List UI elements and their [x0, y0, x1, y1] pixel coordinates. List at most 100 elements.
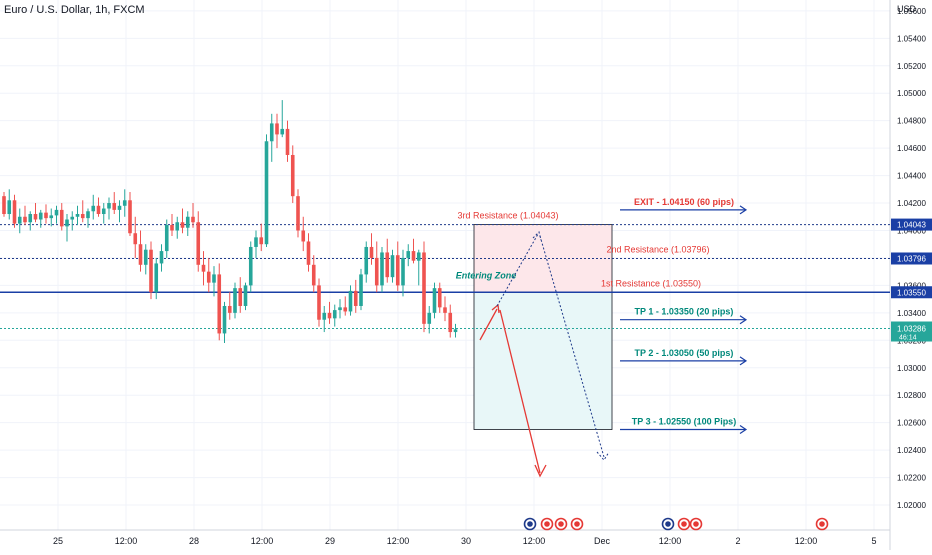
- candle-body: [243, 285, 248, 306]
- event-flag-dot: [681, 521, 687, 527]
- price-badge: [891, 286, 932, 299]
- target-label: TP 1 - 1.03350 (20 pips): [635, 307, 734, 317]
- y-tick-label: 1.04600: [897, 144, 926, 153]
- candle-body: [238, 288, 243, 306]
- target-arrowhead: [739, 356, 748, 366]
- x-tick-label: 25: [53, 536, 63, 546]
- candle-body: [38, 212, 43, 220]
- y-tick-label: 1.02200: [897, 474, 926, 483]
- x-tick-label: 28: [189, 536, 199, 546]
- candle-body: [280, 128, 285, 135]
- x-tick-label: 12:00: [795, 536, 818, 546]
- y-tick-label: 1.04400: [897, 172, 926, 181]
- x-tick-label: 12:00: [251, 536, 274, 546]
- candle-body: [290, 154, 295, 197]
- candle-body: [259, 237, 264, 245]
- position-box: [473, 224, 613, 430]
- candle-body: [411, 251, 416, 261]
- currency-label: USD: [897, 4, 917, 14]
- y-tick-label: 1.03600: [897, 281, 926, 290]
- candle-body: [374, 257, 379, 286]
- price-badge-value: 1.04043: [897, 221, 926, 230]
- y-tick-label: 1.02000: [897, 501, 926, 510]
- target-label: EXIT - 1.04150 (60 pips): [634, 197, 734, 207]
- price-badge-value: 1.03796: [897, 254, 926, 263]
- candle-body: [180, 222, 185, 228]
- candle-body: [385, 252, 390, 278]
- candle-body: [70, 216, 75, 220]
- candle-body: [416, 252, 421, 261]
- candle-body: [175, 222, 180, 231]
- candle-body: [332, 310, 337, 319]
- x-tick-label: 30: [461, 536, 471, 546]
- y-tick-label: 1.05000: [897, 89, 926, 98]
- candle-body: [369, 246, 374, 258]
- x-tick-label: 12:00: [387, 536, 410, 546]
- entering-zone-label: Entering Zone: [456, 270, 517, 280]
- candle-body: [353, 290, 358, 306]
- candle-body: [306, 241, 311, 265]
- target-label: TP 3 - 1.02550 (100 Pips): [632, 417, 736, 427]
- candle-body: [359, 274, 363, 306]
- y-tick-label: 1.04800: [897, 117, 926, 126]
- candle-body: [201, 264, 206, 272]
- candle-body: [44, 212, 48, 219]
- candle-body: [196, 222, 201, 265]
- event-flag-dot: [693, 521, 699, 527]
- y-tick-label: 1.02600: [897, 419, 926, 428]
- candle-body: [296, 196, 300, 231]
- candle-body: [133, 233, 138, 245]
- candle-body: [285, 128, 290, 155]
- stop-zone: [474, 224, 612, 293]
- event-flag-dot: [527, 521, 533, 527]
- candle-body: [191, 216, 195, 223]
- event-flag-dot: [544, 521, 550, 527]
- candle-body: [311, 264, 316, 286]
- event-flag-dot: [665, 521, 671, 527]
- candle-body: [248, 246, 253, 286]
- candle-body: [222, 305, 227, 334]
- candle-body: [170, 224, 174, 231]
- x-tick-label: Dec: [594, 536, 611, 546]
- candle-body: [254, 237, 258, 247]
- level-label: 2nd Resistance (1.03796): [606, 244, 709, 254]
- candle-body: [164, 224, 169, 252]
- candle-body: [338, 307, 342, 311]
- candle-body: [112, 203, 117, 210]
- candle-body: [348, 290, 353, 312]
- event-flag-dot: [819, 521, 825, 527]
- y-tick-label: 1.04000: [897, 226, 926, 235]
- target-label: TP 2 - 1.03050 (50 pips): [635, 348, 734, 358]
- projection-down: [539, 235, 610, 461]
- x-tick-label: 2: [735, 536, 740, 546]
- candle-body: [269, 123, 274, 142]
- candle-body: [86, 211, 90, 219]
- countdown-timer: 46:14: [899, 334, 917, 341]
- last-price-value: 1.03286: [897, 324, 926, 333]
- candle-body: [154, 263, 159, 293]
- candle-body: [217, 274, 222, 334]
- y-tick-label: 1.03400: [897, 309, 926, 318]
- candle-body: [12, 200, 17, 224]
- y-tick-label: 1.02400: [897, 446, 926, 455]
- candle-body: [117, 205, 122, 210]
- price-badge: [891, 218, 932, 231]
- candle-body: [227, 305, 232, 313]
- candle-body: [75, 214, 80, 217]
- candle-body: [101, 208, 106, 215]
- candle-body: [96, 205, 101, 215]
- candle-body: [443, 307, 447, 313]
- candle-body: [65, 219, 69, 227]
- candle-body: [406, 251, 411, 258]
- candle-body: [233, 288, 237, 313]
- candle-body: [317, 285, 321, 320]
- candle-body: [149, 249, 153, 293]
- last-price-badge: [891, 321, 932, 342]
- candle-body: [301, 230, 306, 242]
- candle-body: [33, 214, 38, 220]
- candle-body: [159, 251, 164, 264]
- candle-body: [432, 288, 437, 313]
- target-arrowhead: [739, 425, 748, 435]
